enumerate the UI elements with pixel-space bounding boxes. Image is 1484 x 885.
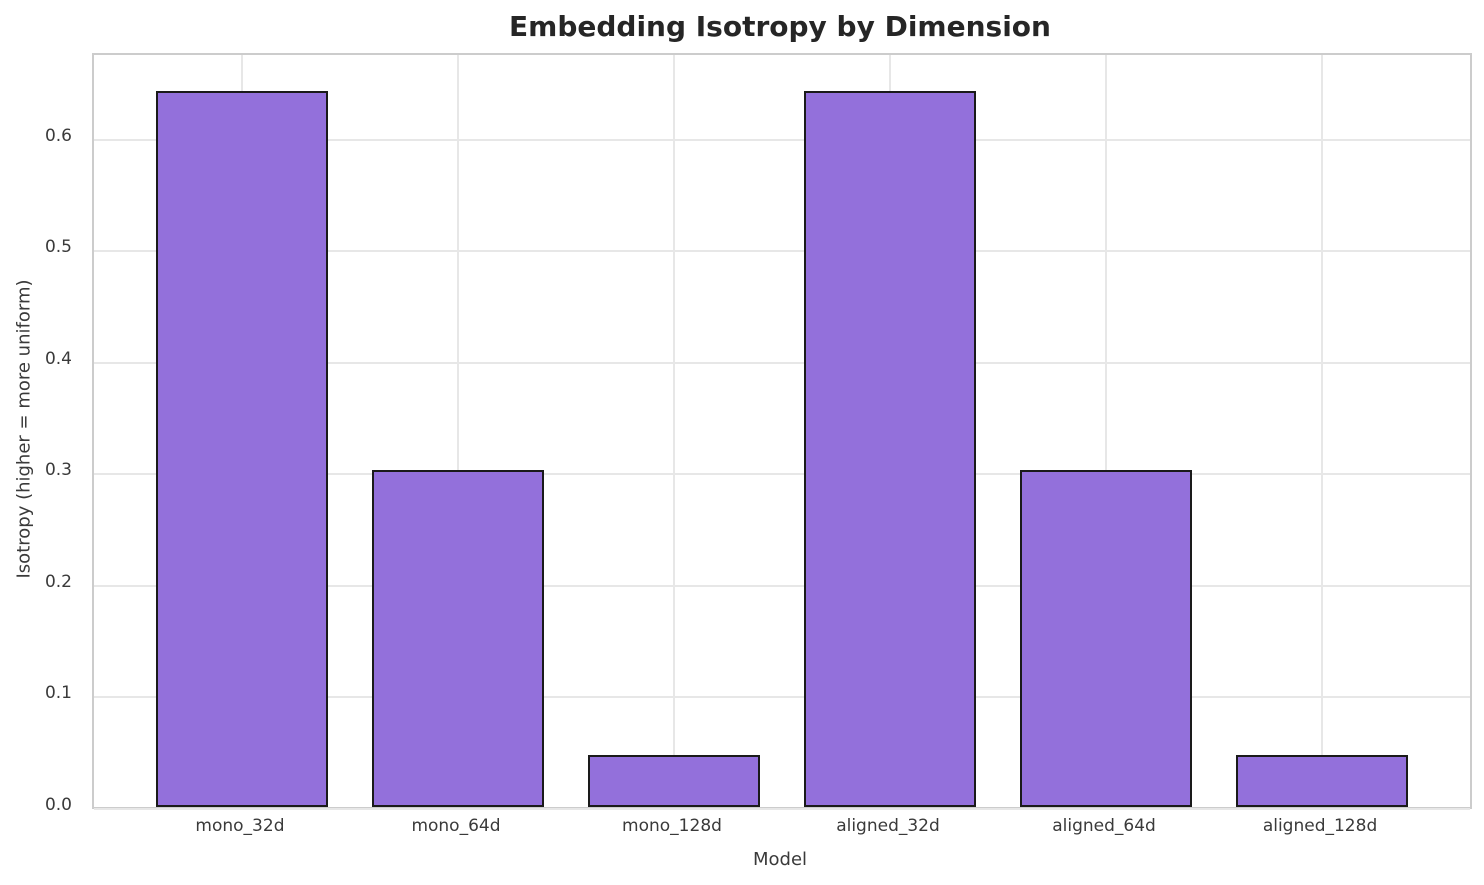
x-tick-label-aligned_32d: aligned_32d [836,816,940,836]
horizontal-gridline [94,138,1470,141]
x-tick-label-mono_128d: mono_128d [622,816,722,836]
vertical-gridline [1105,55,1108,807]
chart-title: Embedding Isotropy by Dimension [509,10,1051,43]
horizontal-gridline [94,473,1470,476]
x-tick-label-mono_64d: mono_64d [411,816,501,836]
x-axis-label: Model [752,849,808,870]
y-tick-label: 0.5 [44,237,72,258]
vertical-gridline [1321,55,1324,807]
y-tick-label: 0.1 [44,683,72,704]
x-tick-label-aligned_64d: aligned_64d [1052,816,1156,836]
plot-area [92,53,1472,810]
vertical-gridline [672,55,675,807]
horizontal-gridline [94,250,1470,253]
x-tick-label-aligned_128d: aligned_128d [1262,816,1378,836]
horizontal-gridline [94,696,1470,699]
y-tick-label: 0.0 [44,795,72,815]
bar-mono_128d [587,754,761,807]
y-tick-label: 0.6 [44,125,72,146]
x-tick-label-mono_32d: mono_32d [195,816,285,836]
horizontal-gridline [94,808,1470,810]
bar-mono_32d [155,90,329,807]
y-axis-label: Isotropy (higher = more uniform) [13,279,35,579]
y-tick-label: 0.3 [44,460,72,481]
bar-mono_64d [371,470,545,807]
bar-aligned_128d [1235,754,1409,807]
horizontal-gridline [94,584,1470,587]
vertical-gridline [456,55,459,807]
bar-aligned_64d [1019,470,1193,807]
y-tick-label: 0.2 [44,571,72,592]
y-tick-label: 0.4 [44,348,72,369]
bar-aligned_32d [803,90,977,807]
horizontal-gridline [94,361,1470,364]
